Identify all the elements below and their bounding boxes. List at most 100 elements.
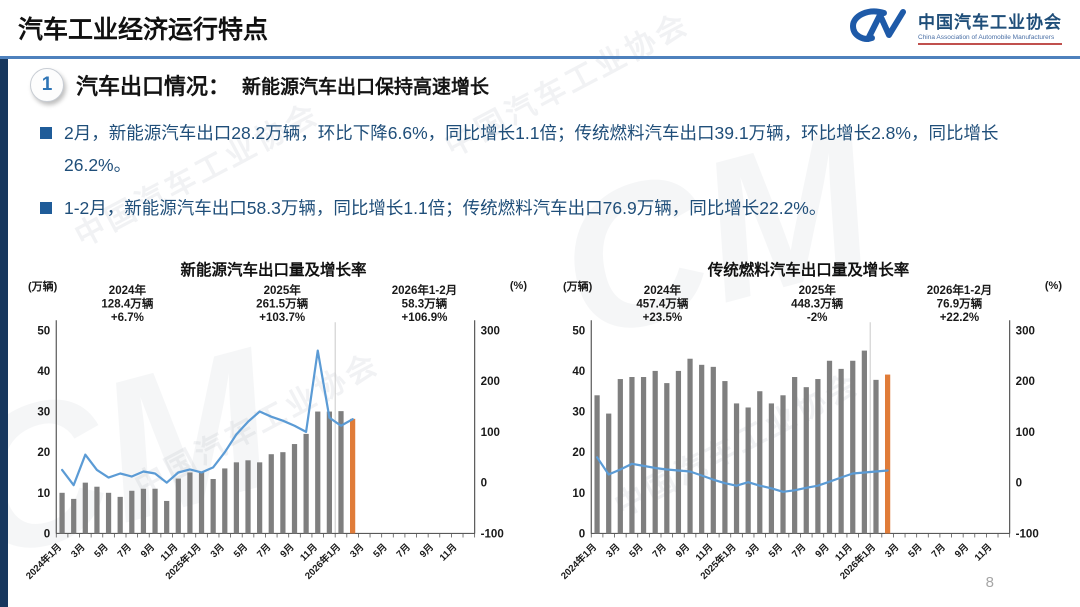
x-axis-label: 5月 (627, 542, 645, 560)
export-bar (350, 418, 356, 534)
right-axis-tick: 200 (1016, 376, 1035, 388)
annotation-line: +106.9% (401, 312, 447, 324)
logo-text: 中国汽车工业协会 China Association of Automobile… (918, 8, 1062, 45)
annotation-line: +22.2% (940, 312, 979, 324)
annotation-line: -2% (807, 312, 828, 324)
header: 汽车工业经济运行特点 中国汽车工业协会 China Association of… (0, 0, 1080, 56)
annotation-line: 58.3万辆 (402, 297, 448, 311)
export-bar (245, 460, 251, 534)
x-axis-label: 3月 (209, 542, 227, 560)
export-bar (210, 478, 216, 534)
annotation-line: 2024年 (644, 283, 682, 297)
export-bar (850, 360, 856, 534)
x-axis-label: 5月 (767, 542, 785, 560)
export-bar (815, 379, 821, 534)
export-bar (291, 444, 298, 534)
export-bar (722, 381, 728, 534)
x-axis-label: 7月 (395, 542, 413, 560)
left-axis-tick: 10 (572, 488, 585, 500)
annotation-line: +23.5% (643, 312, 682, 324)
export-bar (187, 472, 193, 534)
right-axis-tick: 100 (1016, 427, 1035, 439)
annotation-line: +103.7% (259, 312, 305, 324)
section-header: 1 汽车出口情况： 新能源汽车出口保持高速增长 (30, 68, 489, 102)
org-logo: 中国汽车工业协会 China Association of Automobile… (848, 6, 1062, 46)
export-bar (629, 377, 635, 534)
x-axis-label: 9月 (278, 542, 296, 560)
left-axis-tick: 30 (37, 407, 50, 419)
right-axis-tick: 0 (481, 478, 487, 490)
bullet-text: 1-2月，新能源汽车出口58.3万辆，同比增长1.1倍；传统燃料汽车出口76.9… (64, 198, 827, 218)
annotation-line: 2025年 (264, 283, 302, 297)
export-bar (129, 490, 135, 534)
export-bar (117, 496, 123, 534)
right-axis-unit: (%) (509, 280, 527, 292)
x-axis-label: 3月 (744, 542, 762, 560)
charts-row: 新能源汽车出口量及增长率 (万辆) (%) 0 10 20 30 40 50 -100 0 10… (10, 258, 1072, 597)
x-axis-label: 5月 (92, 542, 110, 560)
x-axis-label: 9月 (953, 542, 971, 560)
export-bar (82, 482, 88, 534)
annotation-line: 2025年 (799, 283, 837, 297)
export-bar (94, 486, 100, 534)
section-subheading: 新能源汽车出口保持高速增长 (242, 76, 490, 98)
right-axis-tick: -100 (1016, 528, 1039, 540)
export-bar (699, 364, 705, 534)
export-bar (303, 433, 309, 534)
export-bar (268, 454, 274, 534)
export-bar (164, 500, 170, 534)
export-bar (710, 366, 716, 534)
right-axis-tick: 300 (1016, 325, 1035, 337)
right-axis-tick: -100 (481, 528, 504, 540)
export-bar (838, 368, 844, 534)
bullet-item: 1-2月，新能源汽车出口58.3万辆，同比增长1.1倍；传统燃料汽车出口76.9… (40, 193, 1050, 225)
logo-org-name: 中国汽车工业协会 (918, 12, 1062, 32)
left-axis-tick: 40 (37, 366, 50, 378)
x-axis-label: 3月 (69, 542, 87, 560)
left-axis-unit: (万辆) (563, 281, 593, 293)
export-bar (885, 374, 891, 534)
x-axis-label: 7月 (651, 542, 669, 560)
chart-fuel-exports: 传统燃料汽车出口量及增长率 (万辆) (%) 0 10 20 30 40 50 -100 0 1… (545, 258, 1072, 597)
export-bar (326, 411, 332, 534)
logo-org-name-en: China Association of Automobile Manufact… (918, 33, 1055, 41)
annotation-line: 261.5万辆 (256, 297, 308, 311)
x-axis-label: 3月 (348, 542, 366, 560)
x-axis-label: 7月 (255, 542, 273, 560)
right-axis-unit: (%) (1044, 280, 1062, 292)
left-axis-tick: 10 (37, 488, 50, 500)
export-bar (803, 387, 809, 534)
export-bar (861, 350, 867, 534)
export-bar (617, 379, 623, 534)
right-axis-tick: 300 (481, 325, 500, 337)
annotation-line: 457.4万辆 (636, 297, 688, 311)
bullet-item: 2月，新能源汽车出口28.2万辆，环比下降6.6%，同比增长1.1倍；传统燃料汽… (40, 118, 1050, 181)
left-axis-tick: 20 (37, 447, 50, 459)
export-bar (257, 462, 263, 534)
export-bar (757, 391, 763, 534)
export-bar (780, 395, 786, 534)
x-axis-label: 3月 (604, 542, 622, 560)
export-bar (315, 411, 321, 534)
left-axis-tick: 50 (37, 325, 50, 337)
bullet-marker (40, 202, 52, 214)
chart-title: 新能源汽车出口量及增长率 (180, 262, 367, 279)
x-axis-label: 9月 (813, 542, 831, 560)
x-axis-label: 2024年1月 (558, 541, 599, 582)
section-heading: 汽车出口情况： (76, 74, 231, 99)
export-bar (652, 370, 658, 534)
left-edge-bar (0, 59, 8, 607)
section-number: 1 (41, 74, 53, 95)
annotation-line: 128.4万辆 (101, 297, 153, 311)
export-bar (175, 478, 181, 534)
export-bar (140, 488, 147, 534)
export-bar (733, 403, 740, 534)
export-bar (71, 498, 77, 534)
caam-logo-icon (849, 8, 906, 42)
x-axis-label: 5月 (371, 542, 389, 560)
x-axis-label: 9月 (139, 542, 157, 560)
annotation-line: 76.9万辆 (937, 297, 983, 311)
annotation-line: +6.7% (111, 312, 144, 324)
export-bar (280, 452, 286, 534)
